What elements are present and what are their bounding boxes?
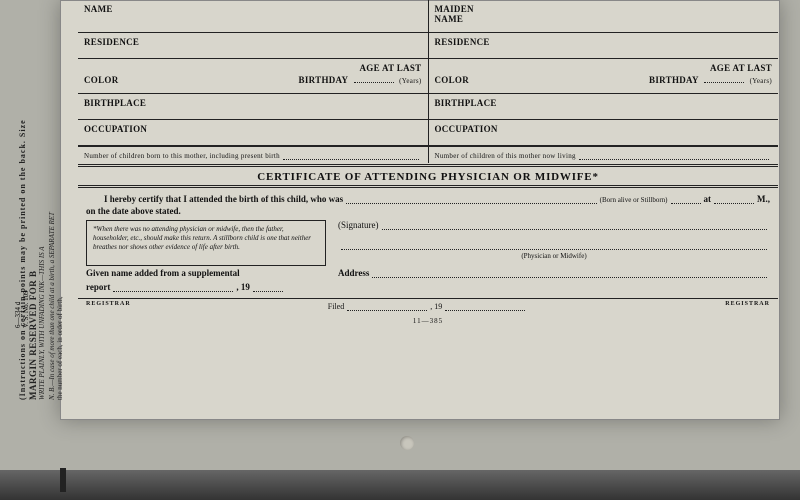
signature-column: (Signature) (Physician or Midwife) bbox=[338, 220, 770, 266]
children-born-label: Number of children born to this mother, … bbox=[84, 152, 280, 160]
margin-write-plainly: WRITE PLAINLY, WITH UNFADING INK—THIS IS… bbox=[38, 246, 46, 400]
form-footer: REGISTRAR Filed , 19 REGISTRAR bbox=[78, 298, 778, 315]
father-age-label: AGE AT LAST bbox=[360, 63, 422, 73]
registrar-left: REGISTRAR bbox=[86, 301, 131, 311]
children-living-row: Number of children of this mother now li… bbox=[429, 146, 779, 163]
given-name-b: report bbox=[86, 282, 110, 292]
punch-hole bbox=[400, 436, 414, 450]
born-hint: (Born alive or Stillborn) bbox=[600, 196, 668, 204]
mother-residence-label: RESIDENCE bbox=[429, 33, 779, 58]
registrar-right: REGISTRAR bbox=[725, 301, 770, 311]
father-color-age-cell: COLOR AGE AT LAST BIRTHDAY (Years) bbox=[78, 59, 429, 93]
mother-birthplace-label: BIRTHPLACE bbox=[429, 94, 779, 119]
children-living-label: Number of children of this mother now li… bbox=[435, 152, 576, 160]
father-name-label: NAME bbox=[78, 0, 429, 32]
birth-certificate-form: NAME MAIDEN NAME RESIDENCE RESIDENCE COL… bbox=[78, 0, 778, 325]
year-prefix-1: , 19 bbox=[236, 282, 250, 292]
mother-age-sub: BIRTHDAY bbox=[649, 75, 698, 85]
certificate-body: I hereby certify that I attended the bir… bbox=[78, 188, 778, 294]
at-label: at bbox=[704, 194, 712, 204]
father-birthplace-label: BIRTHPLACE bbox=[78, 94, 429, 119]
mother-color-label: COLOR bbox=[435, 75, 470, 85]
mother-occupation-label: OCCUPATION bbox=[429, 120, 779, 145]
role-hint: (Physician or Midwife) bbox=[338, 252, 770, 260]
mother-maiden-cell: MAIDEN NAME bbox=[429, 0, 779, 32]
certify-text-b: on the date above stated. bbox=[86, 206, 770, 216]
mother-years: (Years) bbox=[750, 77, 772, 85]
mother-maiden-label: MAIDEN bbox=[435, 4, 474, 14]
mother-name-sub: NAME bbox=[435, 14, 464, 24]
margin-nb2: the number of each, in order of birth, bbox=[56, 296, 64, 400]
form-number-a: 6—334 d bbox=[14, 302, 22, 328]
year-prefix-2: , 19 bbox=[430, 302, 442, 311]
scanner-edge bbox=[0, 470, 800, 500]
left-margin-notes: (Instructions on certain points may be p… bbox=[8, 0, 58, 420]
form-code: 11—385 bbox=[78, 317, 778, 325]
form-number-b: V. S. No. 109 bbox=[22, 290, 30, 328]
father-residence-label: RESIDENCE bbox=[78, 33, 429, 58]
mother-color-age-cell: COLOR AGE AT LAST BIRTHDAY (Years) bbox=[429, 59, 779, 93]
certificate-title: CERTIFICATE OF ATTENDING PHYSICIAN OR MI… bbox=[78, 167, 778, 185]
margin-instructions: (Instructions on certain points may be p… bbox=[18, 119, 28, 400]
father-occupation-label: OCCUPATION bbox=[78, 120, 429, 145]
filed-label: Filed bbox=[328, 302, 344, 311]
m-label: M., bbox=[757, 194, 770, 204]
father-age-sub: BIRTHDAY bbox=[299, 75, 348, 85]
given-name-a: Given name added from a supplemental bbox=[86, 268, 240, 278]
children-born-row: Number of children born to this mother, … bbox=[78, 146, 429, 163]
address-label: Address bbox=[338, 268, 369, 278]
left-mark bbox=[60, 468, 66, 492]
father-color-label: COLOR bbox=[84, 75, 119, 85]
footnote-box: *When there was no attending physician o… bbox=[86, 220, 326, 266]
mother-age-label: AGE AT LAST bbox=[710, 63, 772, 73]
signature-label: (Signature) bbox=[338, 220, 379, 230]
certify-text-a: I hereby certify that I attended the bir… bbox=[86, 194, 343, 204]
certificate-rule: CERTIFICATE OF ATTENDING PHYSICIAN OR MI… bbox=[78, 164, 778, 188]
father-years: (Years) bbox=[399, 77, 421, 85]
